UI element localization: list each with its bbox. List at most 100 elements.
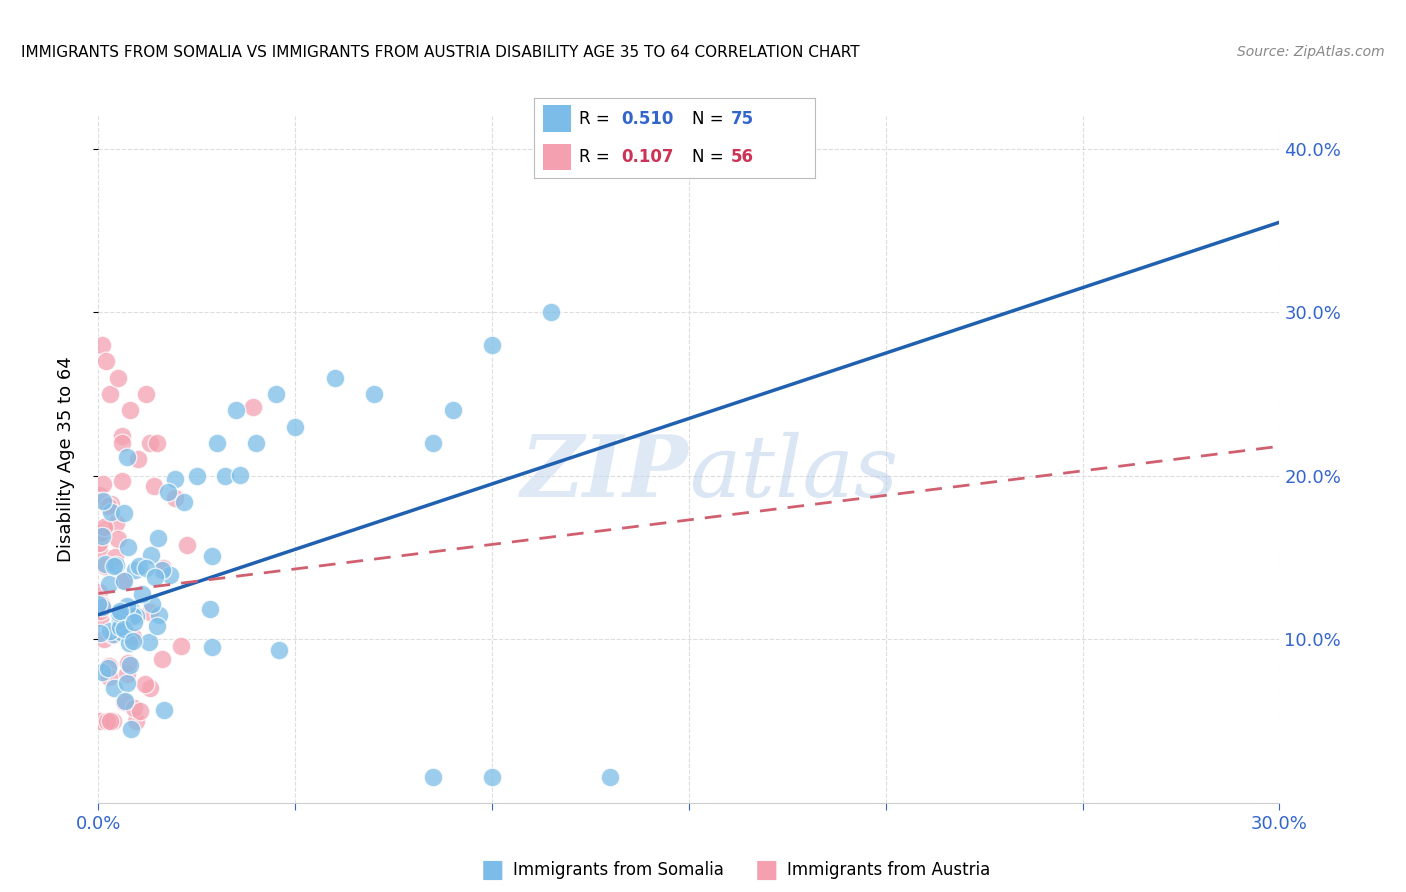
Text: 0.510: 0.510 [621,110,673,128]
Point [156,485,179,500]
Point [89,604,111,618]
Point [112,506,135,520]
Point [152,561,174,575]
Point [98,624,121,638]
Point [120,603,142,617]
Point [125,609,148,624]
Point [98,577,121,591]
Text: Immigrants from Austria: Immigrants from Austria [787,861,991,879]
Point [139,548,162,562]
Point [153,703,176,717]
Point [87,598,110,612]
Point [118,636,141,650]
Point [122,633,145,648]
Point [114,607,136,622]
Point [118,403,141,417]
Point [214,468,236,483]
Point [101,628,124,642]
Point [100,497,122,511]
Text: Immigrants from Somalia: Immigrants from Somalia [513,861,724,879]
Point [89,594,111,608]
Point [115,675,138,690]
Text: ■: ■ [481,858,503,881]
Point [441,403,464,417]
Point [127,452,149,467]
Point [135,560,157,574]
Point [117,657,139,671]
Point [138,436,160,450]
Point [143,479,166,493]
Point [114,693,136,707]
Point [104,516,127,530]
Point [245,436,267,450]
Text: 0.107: 0.107 [621,148,673,166]
Point [103,627,125,641]
Point [101,714,124,728]
Point [89,714,111,728]
Point [176,538,198,552]
Point [129,705,152,719]
Point [108,620,131,634]
Point [93,632,115,646]
Point [186,468,208,483]
Point [91,599,114,614]
Point [91,528,114,542]
Point [229,467,252,482]
Text: R =: R = [579,110,616,128]
Point [120,722,142,736]
Text: N =: N = [692,110,728,128]
Point [135,387,157,401]
Point [363,387,385,401]
Point [97,500,120,514]
Point [139,681,162,695]
Point [110,474,132,488]
Point [150,563,173,577]
Point [108,606,131,620]
Bar [543,144,571,170]
Point [111,436,134,450]
Point [125,714,148,728]
Point [89,488,111,502]
Point [110,614,132,628]
Point [143,570,166,584]
Point [87,585,110,599]
Point [284,419,307,434]
Point [94,558,117,572]
Text: atlas: atlas [689,432,898,515]
Text: R =: R = [579,148,616,166]
Point [481,770,503,784]
Point [134,677,156,691]
Point [111,573,134,587]
Point [267,643,290,657]
Point [242,400,264,414]
Point [97,670,120,684]
Point [205,436,228,450]
Point [138,635,160,649]
Point [148,532,170,546]
Point [91,477,114,491]
Point [599,770,621,784]
Point [122,701,145,715]
Point [117,540,139,554]
Point [111,429,134,443]
Point [100,714,122,728]
Point [201,549,224,564]
Point [150,651,173,665]
Point [89,536,111,550]
Point [124,563,146,577]
Point [121,630,143,644]
Point [103,558,125,573]
Point [422,436,444,450]
Point [115,666,138,681]
Point [201,640,224,654]
Point [110,604,132,618]
Point [112,574,135,588]
Point [139,605,162,619]
Point [146,619,169,633]
Point [481,338,503,352]
Point [117,450,139,465]
Point [422,770,444,784]
Text: Source: ZipAtlas.com: Source: ZipAtlas.com [1237,45,1385,59]
Point [89,625,111,640]
Point [97,661,120,675]
